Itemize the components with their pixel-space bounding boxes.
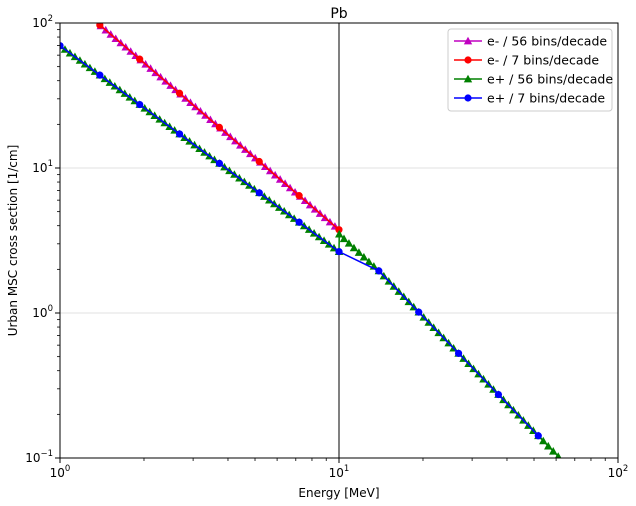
series-3 [60,42,542,440]
x-tick-label: 101 [329,464,350,480]
data-point [60,42,64,50]
data-point [295,192,303,200]
y-tick-label: 102 [32,14,53,30]
legend-marker [464,56,472,64]
data-point [549,447,558,455]
legend-label: e+ / 7 bins/decade [487,91,605,106]
legend-entry: e+ / 56 bins/decade [454,72,613,87]
data-point [215,123,223,131]
legend-entry: e- / 7 bins/decade [454,53,599,68]
data-point [364,257,374,266]
data-point [375,267,383,275]
legend-marker [464,94,472,102]
data-point [215,159,224,167]
x-axis-label: Energy [MeV] [298,486,379,500]
y-tick-label: 10−1 [25,449,53,465]
x-tick-label: 100 [50,464,71,480]
legend-box [447,28,613,112]
data-point [96,71,104,79]
data-point [454,349,463,357]
legend-marker [463,74,473,83]
data-point [344,239,354,247]
data-point [544,441,553,450]
data-point [96,23,104,29]
data-point [339,234,349,243]
y-tick-label: 101 [32,159,53,175]
legend-label: e+ / 56 bins/decade [487,72,613,87]
data-point [136,55,144,63]
data-point [554,452,562,458]
data-point [295,218,303,226]
chart-title: Pb [330,6,347,22]
x-tick-label: 102 [608,464,629,480]
data-point [359,252,369,261]
legend-marker [463,36,473,45]
data-point [349,243,359,252]
data-point [539,436,548,445]
data-point [494,390,503,399]
data-point [335,229,344,238]
data-point [534,432,542,440]
data-point [415,308,423,316]
legend: e- / 56 bins/decade e- / 7 bins/decade e+ … [447,28,613,112]
data-point [255,157,263,166]
legend-label: e- / 56 bins/decade [487,34,607,49]
data-point [354,248,364,256]
data-point [255,189,263,197]
series-layer [60,23,562,458]
y-tick-label: 100 [32,304,53,320]
legend-label: e- / 7 bins/decade [487,53,599,68]
y-axis-label: Urban MSC cross section [1/cm] [6,145,20,337]
data-point [175,130,184,138]
legend-entry: e+ / 7 bins/decade [454,91,605,106]
data-point [175,89,184,97]
data-point [335,248,343,256]
legend-entry: e- / 56 bins/decade [454,34,607,49]
data-point [335,226,343,234]
series-1 [96,23,343,234]
data-point [136,100,144,109]
